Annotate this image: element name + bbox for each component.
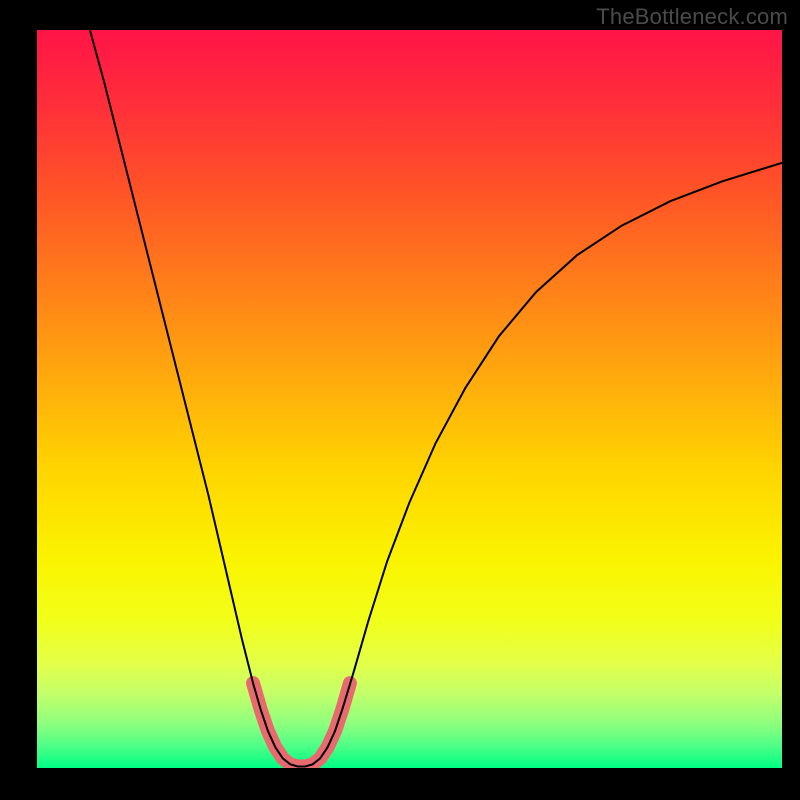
watermark-text: TheBottleneck.com bbox=[596, 4, 788, 30]
chart-background bbox=[37, 30, 782, 768]
plot-area bbox=[37, 30, 782, 768]
chart-svg bbox=[37, 30, 782, 768]
